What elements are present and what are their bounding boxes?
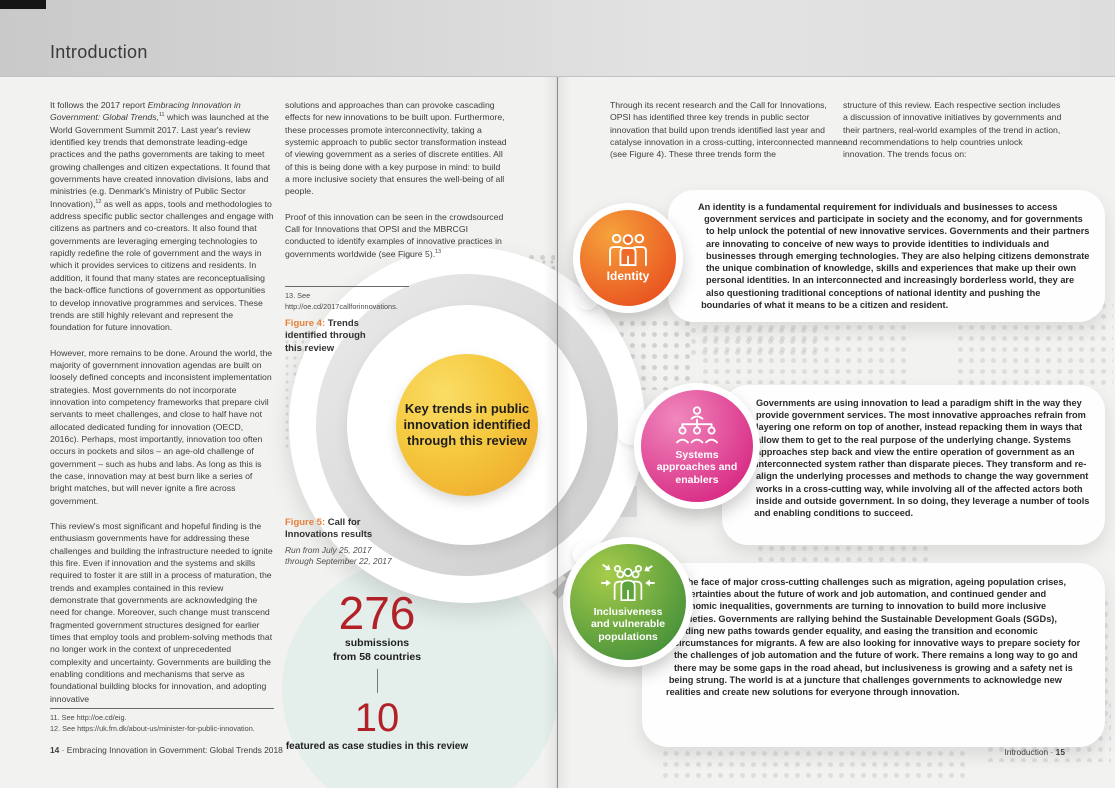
figure4-title: Trends identified through this review (285, 318, 366, 354)
paragraph: Proof of this innovation can be seen in … (285, 211, 507, 260)
footnote-ref: 11 (158, 112, 165, 119)
header-band (0, 0, 1115, 77)
systems-circle: Systems approaches and enablers (634, 383, 760, 509)
footnote-rule (50, 708, 274, 709)
left-page-footer: 14 · Embracing Innovation in Government:… (50, 745, 283, 755)
top-left-black-tab (0, 0, 46, 9)
inclusiveness-trend-text-wrap: In the face of major cross-cutting chall… (642, 563, 1105, 708)
paragraph: structure of this review. Each respectiv… (843, 100, 1062, 160)
identity-trend-card: An identity is a fundamental requirement… (668, 190, 1105, 322)
right-intro-column-2: structure of this review. Each respectiv… (843, 99, 1065, 174)
diagram-core-circle: Key trends in public innovation identifi… (396, 354, 538, 496)
footnote-ref: 13 (435, 248, 442, 255)
call-for-innovations-stats: 276 submissions from 58 countries 10 fea… (283, 590, 471, 753)
featured-value: 10 (354, 696, 400, 741)
systems-trend-card: Governments are using innovation to lead… (722, 385, 1105, 545)
identity-trend-text: An identity is a fundamental requirement… (698, 202, 1090, 310)
identity-circle-label: Identity (606, 269, 650, 284)
left-page-column-2: solutions and approaches than can provok… (285, 99, 507, 337)
inclusiveness-trend-text: In the face of major cross-cutting chall… (666, 577, 1081, 698)
figure5-label: Figure 5: (285, 517, 326, 528)
featured-label: featured as case studies in this review (285, 741, 469, 753)
figure4-caption: Figure 4: Trends identified through this… (285, 318, 367, 355)
footnote-block-13: 13. See http://oe.cd/2017callforinnovati… (285, 286, 409, 313)
paragraph-text: as well as apps, tools and methodologies… (50, 198, 274, 333)
group-inward-arrows-icon (601, 563, 655, 601)
paragraph: This review's most significant and hopef… (50, 521, 273, 704)
identity-circle: Identity (573, 203, 683, 313)
footnote-rule (285, 286, 409, 287)
footnote-ref: 12 (95, 198, 102, 205)
footnote-13: 13. See http://oe.cd/2017callforinnovati… (285, 291, 398, 312)
submissions-label: submissions (344, 637, 410, 649)
stat-divider-line (376, 669, 378, 694)
paragraph-text: Proof of this innovation can be seen in … (285, 211, 504, 259)
diagram-core-text: Key trends in public innovation identifi… (403, 400, 531, 449)
systems-trend-text-wrap: Governments are using innovation to lead… (722, 385, 1105, 529)
footnote-11: 11. See http://oe.cd/eig. (50, 713, 127, 722)
dot-pattern (700, 322, 910, 384)
paragraph: Through its recent research and the Call… (610, 100, 846, 160)
paragraph-text: It follows the 2017 report (50, 100, 148, 110)
submissions-value: 276 (338, 587, 416, 639)
figure4-label: Figure 4: (285, 318, 326, 329)
dot-pattern (660, 748, 970, 782)
figure5-caption: Figure 5: Call for Innovations results R… (285, 517, 397, 567)
book-title-italic: Embracing Innovation in Government: Glob… (50, 100, 241, 123)
page-title: Introduction (50, 42, 148, 62)
figure5-title: Call for Innovations results (285, 517, 373, 541)
systems-circle-label: Systems approaches and enablers (656, 448, 738, 486)
org-chart-people-icon (676, 406, 718, 444)
right-footer-text: Introduction · (1004, 747, 1054, 757)
paragraph: However, more remains to be done. Around… (50, 347, 273, 506)
identity-trend-text-wrap: An identity is a fundamental requirement… (668, 190, 1105, 321)
left-footer-text: · Embracing Innovation in Government: Gl… (61, 745, 283, 755)
inclusiveness-trend-card: In the face of major cross-cutting chall… (642, 563, 1105, 747)
paragraph: solutions and approaches than can provok… (285, 100, 507, 197)
footnote-block-left: 11. See http://oe.cd/eig. 12. See https:… (50, 708, 274, 735)
left-page-column-1: It follows the 2017 report Embracing Inn… (50, 99, 274, 718)
figure5-subtitle: Run from July 25, 2017 through September… (285, 544, 392, 567)
countries-label: from 58 countries (332, 651, 422, 664)
three-people-outline-icon (609, 234, 647, 267)
inward-arrows (601, 563, 655, 587)
footnote-12: 12. See https://uk.fm.dk/about-us/minist… (50, 724, 255, 734)
left-page-number: 14 (50, 745, 60, 755)
right-page-footer: Introduction · 15 (975, 747, 1065, 757)
right-page-number: 15 (1055, 747, 1065, 757)
inclusiveness-circle: Inclusiveness and vulnerable populations (563, 537, 693, 667)
systems-trend-text: Governments are using innovation to lead… (754, 398, 1090, 519)
right-intro-column-1: Through its recent research and the Call… (610, 99, 848, 174)
paragraph-text: which was launched at the World Governme… (50, 112, 271, 209)
inclusiveness-circle-label: Inclusiveness and vulnerable populations (590, 605, 666, 643)
paragraph: It follows the 2017 report Embracing Inn… (50, 99, 274, 334)
